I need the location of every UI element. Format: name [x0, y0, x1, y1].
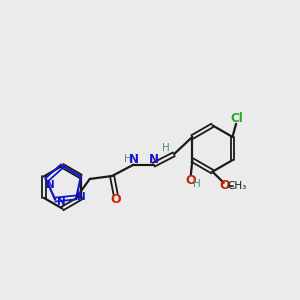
Text: N: N: [46, 180, 55, 190]
Text: Cl: Cl: [230, 112, 243, 125]
Text: CH₃: CH₃: [227, 181, 246, 191]
Text: O: O: [185, 173, 196, 187]
Text: N: N: [77, 192, 86, 203]
Text: N: N: [129, 153, 139, 166]
Text: H: H: [162, 143, 170, 153]
Text: N: N: [57, 197, 66, 207]
Text: O: O: [219, 179, 230, 192]
Text: H: H: [124, 154, 132, 164]
Text: H: H: [193, 179, 201, 189]
Text: N: N: [149, 153, 159, 166]
Text: O: O: [110, 193, 121, 206]
